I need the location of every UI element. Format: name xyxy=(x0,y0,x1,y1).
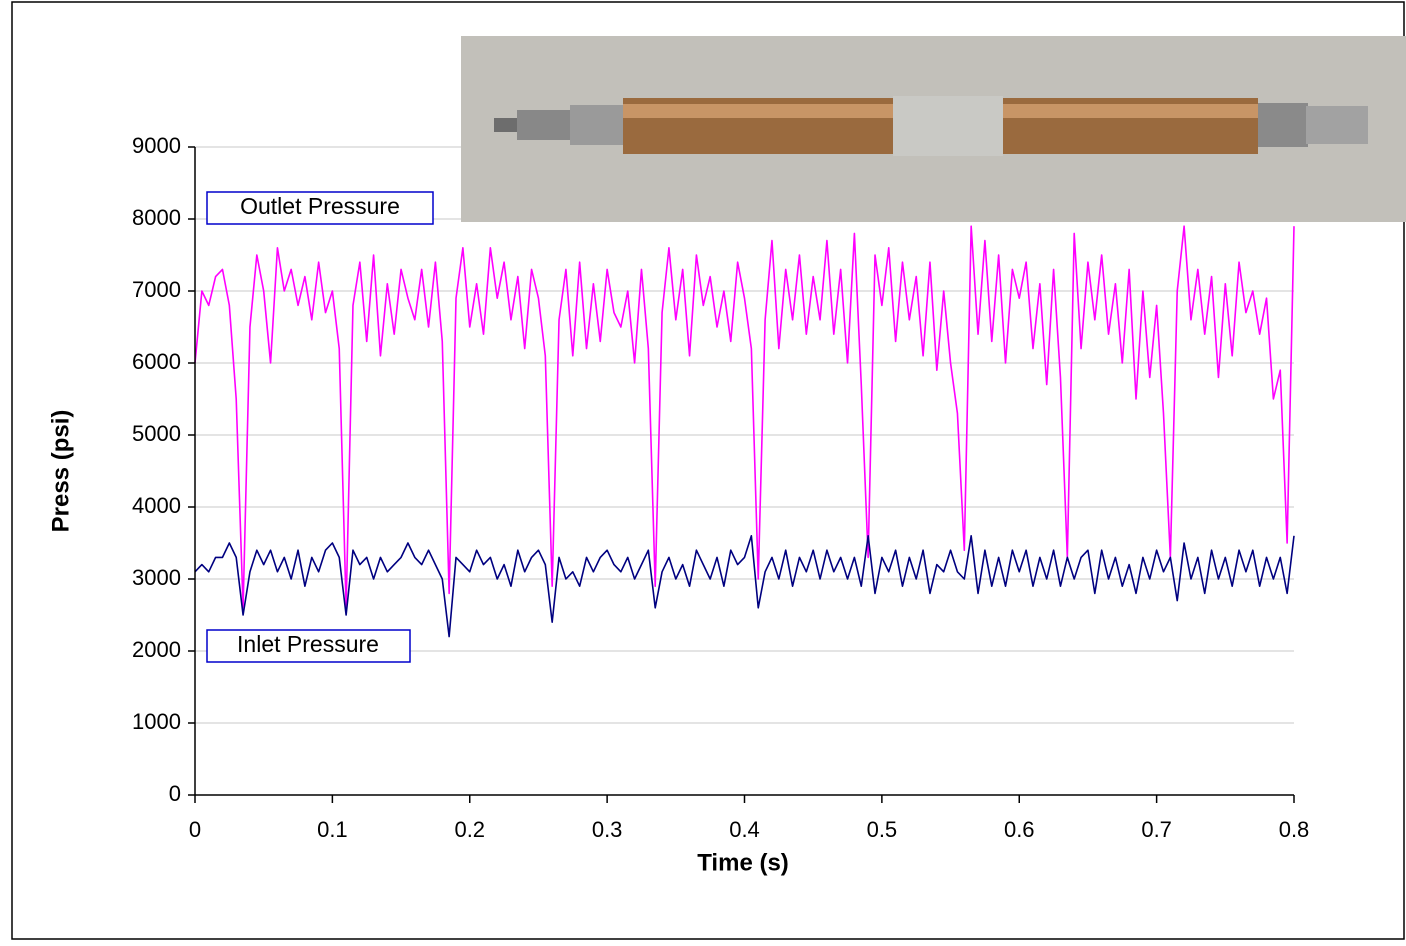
y-tick-label: 5000 xyxy=(132,421,181,446)
annotation: Inlet Pressure xyxy=(237,631,379,657)
x-tick-label: 0 xyxy=(189,817,201,842)
photo-inset xyxy=(461,36,1406,222)
shaft-end xyxy=(517,110,572,140)
shaft-highlight xyxy=(1003,104,1258,118)
x-tick-label: 0.4 xyxy=(729,817,760,842)
x-tick-label: 0.8 xyxy=(1279,817,1310,842)
annotation-box xyxy=(206,629,411,663)
shaft-end xyxy=(1306,106,1368,144)
annotation: Outlet Pressure xyxy=(240,193,400,219)
y-tick-label: 4000 xyxy=(132,493,181,518)
x-tick-label: 0.3 xyxy=(592,817,623,842)
plot-lines xyxy=(194,225,1295,638)
x-tick-label: 0.7 xyxy=(1141,817,1172,842)
y-tick-label: 7000 xyxy=(132,277,181,302)
x-tick-label: 0.6 xyxy=(1004,817,1035,842)
shaft-highlight xyxy=(623,104,893,118)
x-tick-label: 0.2 xyxy=(454,817,485,842)
annotations: Outlet Pressure Inlet Pressure xyxy=(206,191,434,663)
y-tick-label: 9000 xyxy=(132,133,181,158)
shaft-coupling xyxy=(893,96,1003,156)
y-tick-label: 3000 xyxy=(132,565,181,590)
y-tick-label: 0 xyxy=(169,781,181,806)
y-axis-title: Press (psi) xyxy=(47,410,74,533)
x-tick-label: 0.1 xyxy=(317,817,348,842)
shaft-tip xyxy=(494,118,519,132)
y-tick-label: 8000 xyxy=(132,205,181,230)
axes: 0 1000 2000 3000 4000 5000 6000 7000 8000 9000 0 0.… xyxy=(132,133,1309,842)
series-line xyxy=(194,535,1295,638)
y-tick-label: 2000 xyxy=(132,637,181,662)
x-axis-title: Time (s) xyxy=(697,849,789,876)
series-line xyxy=(194,225,1295,609)
shaft-collar xyxy=(570,105,625,145)
y-tick-label: 1000 xyxy=(132,709,181,734)
y-tick-label: 6000 xyxy=(132,349,181,374)
shaft-end xyxy=(1258,103,1308,147)
x-tick-label: 0.5 xyxy=(867,817,898,842)
annotation-box xyxy=(206,191,434,225)
